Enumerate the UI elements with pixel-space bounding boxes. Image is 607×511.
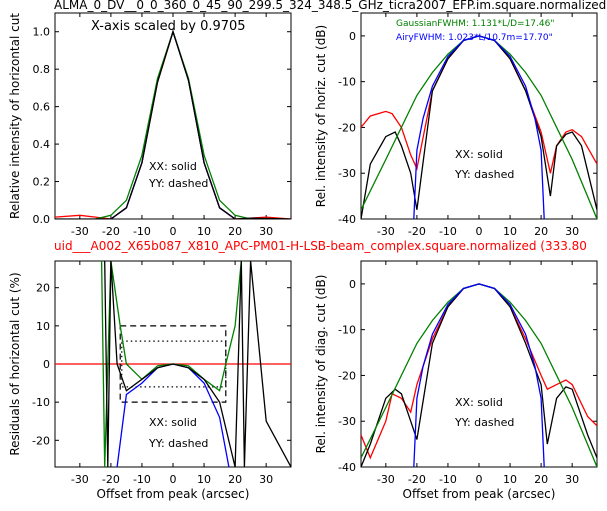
top-right-xtick-label: -10 [439,225,457,238]
top-left-ytick-label: 0.4 [33,138,51,151]
top-left-xtick-label: -10 [133,225,151,238]
bottom-right-xtick-label: 0 [476,473,483,486]
top-left-series-line [95,29,251,219]
top-right-legend-text: XX: solid [455,148,503,161]
top-right-ytick-label: 0 [349,30,356,43]
bottom-right-frame [360,260,598,468]
top-right-fwhm-annotation: GaussianFWHM: 1.131*L/D=17.46" [396,19,554,29]
bottom-right-ytick-label: -40 [338,461,356,474]
bottom-right-xtick-label: 10 [503,473,517,486]
bottom-left-series-line [104,261,291,467]
top-right-ytick-label: -40 [338,213,356,226]
top-left-annotation: X-axis scaled by 0.9705 [91,19,246,34]
top-right-ytick-label: -20 [338,121,356,134]
bottom-right-xlabel: Offset from peak (arcsec) [403,487,556,501]
bottom-right-ylabel: Rel. intensity of diag. cut (dB) [314,275,328,454]
top-right-panel: -30 -20 -10 0 10 20 30 0 -10 -20 -30 -40 Rel. intens… [314,12,598,238]
bottom-left-ytick-label: -20 [32,434,50,447]
top-left-ytick-label: 1.0 [33,26,51,39]
bottom-right-ytick-label: 0 [349,278,356,291]
bottom-right-legend-text: XX: solid [455,396,503,409]
bottom-left-ylabel: Residuals of horizontal cut (%) [8,272,22,455]
top-right-series-line [361,35,597,219]
top-left-series-line [55,29,291,219]
top-right-series-line [361,35,597,219]
top-right-xtick-label: -30 [377,225,395,238]
top-right-xtick-label: 10 [503,225,517,238]
top-right-xtick-label: 30 [565,225,579,238]
bottom-left-xtick-label: -20 [102,473,120,486]
top-left-series-line [55,29,291,219]
top-left-xtick-label: -30 [71,225,89,238]
bottom-right-xtick-label: 30 [565,473,579,486]
top-left-ytick-label: 0.8 [33,63,51,76]
bottom-right-ytick-label: -20 [338,369,356,382]
bottom-right-ytick-label: -10 [338,324,356,337]
bottom-left-ytick-label: 20 [36,282,50,295]
bottom-left-plot-area [55,261,291,467]
top-left-xtick-label: -20 [102,225,120,238]
top-right-ylabel: Rel. intensity of horiz. cut (dB) [314,25,328,207]
top-left-ytick-label: 0.0 [33,213,51,226]
top-right-fwhm-annotation: AiryFWHM: 1.023*L/10.7m=17.70" [396,33,553,43]
bottom-left-legend-text: XX: solid [149,416,197,429]
bottom-right-legend-text: YY: dashed [454,416,514,429]
top-left-xtick-label: 20 [228,225,242,238]
bottom-left-xlabel: Offset from peak (arcsec) [97,487,250,501]
top-right-plot-area [361,35,597,219]
top-right-xtick-label: -20 [408,225,426,238]
top-left-xtick-label: 0 [170,225,177,238]
bottom-left-ytick-label: 0 [43,358,50,371]
bottom-left-xtick-label: 10 [197,473,211,486]
bottom-left-xtick-label: -30 [71,473,89,486]
top-left-panel: -30 -20 -10 0 10 20 30 0.0 0.2 0.4 0.6 0.8 1.0 Relati… [8,12,292,238]
bottom-right-xtick-label: -10 [439,473,457,486]
bottom-left-xtick-label: 30 [259,473,273,486]
bottom-right-series-line [361,283,597,467]
bottom-left-legend-text: YY: dashed [148,437,208,450]
bottom-right-xtick-label: -30 [377,473,395,486]
top-left-legend-text: YY: dashed [148,177,208,190]
bottom-right-series-line [413,283,545,467]
figure-title-bottom: uid___A002_X65b087_X810_APC-PM01-H-LSB-b… [54,239,587,253]
bottom-left-panel: -30 -20 -10 0 10 20 30 20 10 0 -10 -20 Residuals of … [8,260,292,501]
bottom-right-panel: -30 -20 -10 0 10 20 30 0 -10 -20 -30 -40 Rel. intens… [314,260,598,501]
figure-title-top: ALMA_0_DV__0_0_360_0_45_90_299.5_324_348… [54,0,607,12]
top-right-ytick-label: -10 [338,76,356,89]
top-left-xtick-label: 30 [259,225,273,238]
bottom-left-ytick-label: 10 [36,320,50,333]
top-left-plot-area [55,29,291,219]
top-left-ytick-label: 0.2 [33,176,51,189]
top-left-ylabel: Relative intensity of horizontal cut [8,13,22,219]
top-left-xtick-label: 10 [197,225,211,238]
bottom-left-xtick-label: -10 [133,473,151,486]
bottom-right-series-line [361,283,597,467]
top-right-legend-text: YY: dashed [454,168,514,181]
top-left-ytick-label: 0.6 [33,101,51,114]
bottom-right-xtick-label: 20 [534,473,548,486]
bottom-right-ytick-label: -30 [338,415,356,428]
bottom-left-xtick-label: 0 [170,473,177,486]
top-right-frame [360,12,598,220]
top-right-xtick-label: 0 [476,225,483,238]
bottom-left-ytick-label: -10 [32,396,50,409]
top-right-xtick-label: 20 [534,225,548,238]
bottom-right-plot-area [361,283,597,467]
top-right-series-line [413,35,545,219]
bottom-right-xtick-label: -20 [408,473,426,486]
bottom-left-xtick-label: 20 [228,473,242,486]
top-left-legend-text: XX: solid [149,160,197,173]
bottom-right-series-line [361,283,597,460]
top-right-ytick-label: -30 [338,167,356,180]
